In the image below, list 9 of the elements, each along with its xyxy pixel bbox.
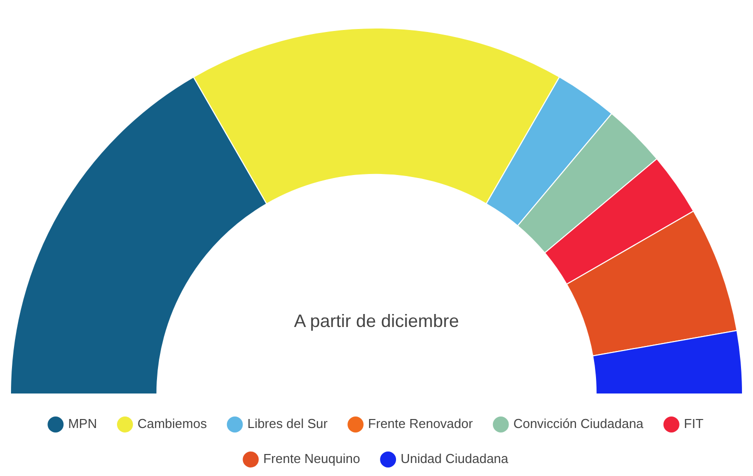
legend-label: Libres del Sur [247, 416, 328, 432]
legend-label: FIT [684, 416, 704, 432]
legend-label: Cambiemos [137, 416, 208, 432]
legend-label: Frente Neuquino [263, 451, 360, 466]
text: A partir de diciembre [294, 310, 460, 331]
legend-label: Frente Renovador [368, 416, 474, 432]
legend-label: Convicción Ciudadana [513, 416, 644, 432]
legend-label: Unidad Ciudadana [400, 451, 510, 466]
legend-label: MPN [68, 416, 97, 432]
